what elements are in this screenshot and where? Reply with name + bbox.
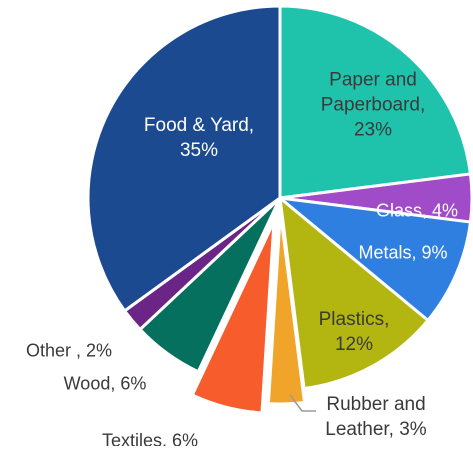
data-label-line: Wood, 6% <box>64 373 147 393</box>
data-label-line: Paper and <box>329 70 417 91</box>
data-label-metals: Metals, 9% <box>358 242 447 262</box>
pie-slice-paper-and-paperboard <box>278 4 472 200</box>
slice-labels: Paper and Paperboard, 23% Glass, 4% Metals, … <box>26 70 458 451</box>
leader-line-rubber-and-leather <box>289 394 316 412</box>
data-label-rubber-and-leather: Rubber and Leather, 3% <box>325 394 427 440</box>
data-label-paper-and-paperboard: Paper and Paperboard, 23% <box>321 70 426 141</box>
pie-slice-food-yard <box>86 4 282 313</box>
data-label-line: 35% <box>180 140 218 161</box>
pie-slice-rubber-and-leather <box>266 210 307 406</box>
data-label-line: Textiles, 6% <box>102 430 198 446</box>
data-label-other: Other , 2% <box>26 340 112 360</box>
data-label-line: Other , 2% <box>26 340 112 360</box>
pie-slice-metals <box>278 196 472 322</box>
data-label-line: Leather, 3% <box>325 419 427 440</box>
data-label-wood: Wood, 6% <box>64 373 147 393</box>
data-label-line: Rubber and <box>326 394 425 415</box>
data-label-line: Metals, 9% <box>358 242 447 262</box>
pie-slice-textiles <box>190 219 276 415</box>
data-label-glass: Glass, 4% <box>376 200 458 220</box>
data-label-textiles: Textiles, 6% <box>102 430 198 446</box>
data-label-line: Food & Yard, <box>144 115 254 136</box>
data-label-food-yard: Food & Yard, 35% <box>144 115 254 161</box>
data-label-line: 12% <box>335 334 373 355</box>
data-label-line: Glass, 4% <box>376 200 458 220</box>
data-label-line: 23% <box>354 120 392 141</box>
data-label-line: Plastics, <box>319 309 390 330</box>
data-label-plastics: Plastics, 12% <box>319 309 390 355</box>
data-label-line: Paperboard, <box>321 95 426 116</box>
pie-slices <box>86 4 473 415</box>
pie-slice-plastics <box>278 196 430 390</box>
